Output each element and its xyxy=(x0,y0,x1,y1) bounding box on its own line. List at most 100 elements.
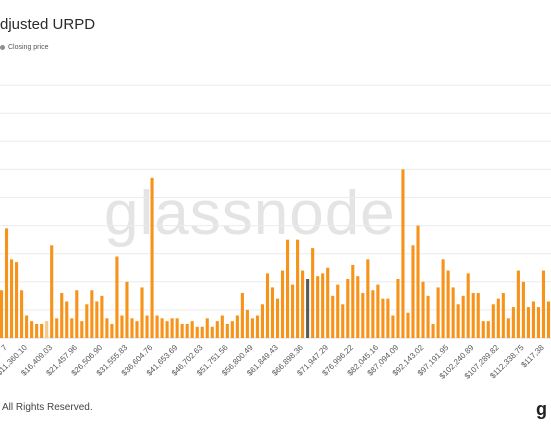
bar[interactable] xyxy=(466,273,470,338)
bar[interactable] xyxy=(75,290,79,338)
bar[interactable] xyxy=(85,304,89,338)
bar[interactable] xyxy=(491,304,495,338)
bar[interactable] xyxy=(461,295,465,338)
bar[interactable] xyxy=(541,270,546,338)
bar[interactable] xyxy=(346,278,350,338)
bar[interactable] xyxy=(531,301,535,338)
bar[interactable] xyxy=(351,264,355,338)
bar[interactable] xyxy=(160,318,164,338)
bar[interactable] xyxy=(446,270,450,338)
bar[interactable] xyxy=(366,259,370,338)
bar[interactable] xyxy=(250,318,254,338)
bar[interactable] xyxy=(215,321,219,338)
bar[interactable] xyxy=(326,267,330,338)
bar[interactable] xyxy=(521,281,525,338)
bar[interactable] xyxy=(371,290,375,338)
bar[interactable] xyxy=(451,287,455,338)
bar[interactable] xyxy=(0,290,4,338)
bar[interactable] xyxy=(391,315,395,338)
bar[interactable] xyxy=(190,321,194,338)
bar[interactable] xyxy=(386,298,390,338)
bar[interactable] xyxy=(110,323,114,338)
bar[interactable] xyxy=(175,318,179,338)
bar[interactable] xyxy=(396,278,400,338)
bar[interactable] xyxy=(25,315,29,338)
bar[interactable] xyxy=(245,309,249,338)
bar[interactable] xyxy=(436,287,440,338)
bar[interactable] xyxy=(496,298,500,338)
bar[interactable] xyxy=(70,318,74,338)
bar[interactable] xyxy=(105,318,109,338)
bar[interactable] xyxy=(90,290,94,338)
bar[interactable] xyxy=(55,318,59,338)
bar[interactable] xyxy=(416,225,420,338)
bar[interactable] xyxy=(311,248,315,338)
bar[interactable] xyxy=(356,276,360,338)
bar[interactable] xyxy=(40,323,44,338)
bar[interactable] xyxy=(361,293,365,338)
bar[interactable] xyxy=(180,323,184,338)
bar[interactable] xyxy=(331,295,335,338)
bar[interactable] xyxy=(546,301,551,338)
bar[interactable] xyxy=(476,293,480,338)
bar[interactable] xyxy=(210,326,214,338)
bar[interactable] xyxy=(536,307,541,338)
bar[interactable] xyxy=(431,323,435,338)
bar[interactable] xyxy=(200,326,204,338)
bar[interactable] xyxy=(225,323,229,338)
bar[interactable] xyxy=(426,295,430,338)
bar[interactable] xyxy=(220,315,224,338)
bar[interactable] xyxy=(321,273,325,338)
bar[interactable] xyxy=(441,259,445,338)
bar[interactable] xyxy=(421,281,425,338)
bar[interactable] xyxy=(30,321,34,338)
bar-closing-price[interactable] xyxy=(306,278,310,338)
bar[interactable] xyxy=(280,270,285,338)
bar[interactable] xyxy=(140,287,144,338)
bar[interactable] xyxy=(501,293,505,338)
bar[interactable] xyxy=(45,321,49,338)
bar[interactable] xyxy=(80,321,84,338)
bar[interactable] xyxy=(185,323,189,338)
bar[interactable] xyxy=(296,239,300,338)
bar[interactable] xyxy=(270,287,275,338)
bar[interactable] xyxy=(155,315,159,338)
bar[interactable] xyxy=(205,318,209,338)
bar[interactable] xyxy=(120,315,124,338)
bar[interactable] xyxy=(65,301,69,338)
bar[interactable] xyxy=(255,315,259,338)
bar[interactable] xyxy=(456,304,460,338)
bar[interactable] xyxy=(170,318,174,338)
bar[interactable] xyxy=(60,293,64,338)
bar[interactable] xyxy=(50,245,54,338)
bar[interactable] xyxy=(165,321,169,338)
bar[interactable] xyxy=(481,321,485,338)
bar[interactable] xyxy=(486,321,490,338)
bar[interactable] xyxy=(291,284,295,338)
bar[interactable] xyxy=(150,177,154,338)
bar[interactable] xyxy=(341,304,345,338)
bar[interactable] xyxy=(376,284,380,338)
bar[interactable] xyxy=(411,245,415,338)
bar[interactable] xyxy=(35,323,39,338)
bar[interactable] xyxy=(275,298,280,338)
bar[interactable] xyxy=(235,315,239,338)
bar[interactable] xyxy=(401,169,405,338)
bar[interactable] xyxy=(230,321,234,338)
bar[interactable] xyxy=(240,293,244,338)
bar[interactable] xyxy=(516,270,520,338)
bar[interactable] xyxy=(406,312,410,338)
bar[interactable] xyxy=(9,259,14,338)
bar[interactable] xyxy=(115,256,119,338)
bar[interactable] xyxy=(336,284,340,338)
bar[interactable] xyxy=(100,295,104,338)
bar[interactable] xyxy=(130,318,134,338)
bar[interactable] xyxy=(511,307,515,338)
bar[interactable] xyxy=(526,307,530,338)
bar[interactable] xyxy=(285,239,290,338)
bar[interactable] xyxy=(15,262,19,338)
bar[interactable] xyxy=(316,276,320,338)
bar[interactable] xyxy=(195,326,199,338)
bar[interactable] xyxy=(506,318,510,338)
bar[interactable] xyxy=(95,301,99,338)
